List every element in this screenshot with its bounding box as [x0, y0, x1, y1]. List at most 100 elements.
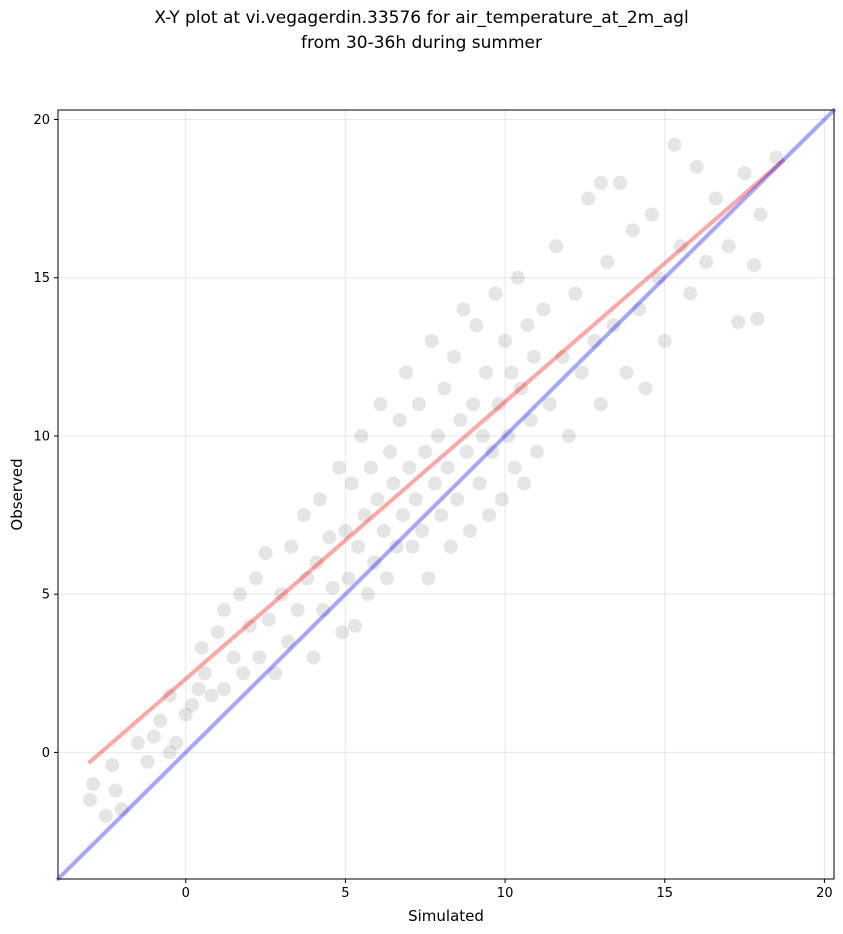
- data-point: [226, 650, 241, 665]
- data-point: [261, 612, 276, 627]
- data-point: [520, 318, 535, 333]
- data-point: [204, 688, 219, 703]
- data-point: [108, 783, 123, 798]
- data-point: [105, 758, 120, 773]
- data-point: [233, 587, 248, 602]
- data-point: [510, 270, 525, 285]
- data-point: [210, 625, 225, 640]
- grid-lines: [58, 110, 834, 879]
- data-point: [411, 397, 426, 412]
- data-point: [587, 334, 602, 349]
- data-point: [507, 460, 522, 475]
- data-point: [667, 137, 682, 152]
- data-point: [498, 334, 513, 349]
- data-point: [347, 618, 362, 633]
- data-point: [86, 777, 101, 792]
- reference-lines: [56, 108, 836, 881]
- data-point: [274, 587, 289, 602]
- data-point: [555, 349, 570, 364]
- data-point: [98, 808, 113, 823]
- data-point: [657, 334, 672, 349]
- data-point: [197, 666, 212, 681]
- data-point: [169, 735, 184, 750]
- data-point: [644, 207, 659, 222]
- data-point: [625, 223, 640, 238]
- data-point: [456, 302, 471, 317]
- data-point: [440, 460, 455, 475]
- data-point: [306, 650, 321, 665]
- data-point: [488, 286, 503, 301]
- data-point: [357, 508, 372, 523]
- data-point: [453, 413, 468, 428]
- data-point: [475, 428, 490, 443]
- data-point: [446, 349, 461, 364]
- x-tick-label: 20: [816, 886, 833, 901]
- data-point: [581, 191, 596, 206]
- data-point: [536, 302, 551, 317]
- data-point: [699, 254, 714, 269]
- data-point: [593, 397, 608, 412]
- x-tick-label: 15: [656, 886, 673, 901]
- data-point: [185, 697, 200, 712]
- data-point: [523, 413, 538, 428]
- data-point: [351, 539, 366, 554]
- data-point: [322, 530, 337, 545]
- data-point: [485, 444, 500, 459]
- data-point: [443, 539, 458, 554]
- data-point: [415, 523, 430, 538]
- data-point: [708, 191, 723, 206]
- data-point: [217, 603, 232, 618]
- data-point: [309, 555, 324, 570]
- data-point: [721, 239, 736, 254]
- data-point: [379, 571, 394, 586]
- data-point: [194, 640, 209, 655]
- data-point: [574, 365, 589, 380]
- chart-title: X-Y plot at vi.vegagerdin.33576 for air_…: [0, 6, 843, 56]
- x-tick-label: 10: [497, 886, 514, 901]
- data-point: [482, 508, 497, 523]
- data-point: [689, 159, 704, 174]
- data-point: [504, 365, 519, 380]
- data-point: [146, 729, 161, 744]
- data-point: [312, 492, 327, 507]
- data-point: [325, 580, 340, 595]
- data-point: [437, 381, 452, 396]
- data-point: [236, 666, 251, 681]
- data-point: [593, 175, 608, 190]
- data-point: [568, 286, 583, 301]
- data-point: [466, 397, 481, 412]
- data-point: [472, 476, 487, 491]
- data-point: [459, 444, 474, 459]
- identity-line: [56, 108, 836, 881]
- data-point: [434, 508, 449, 523]
- data-point: [280, 634, 295, 649]
- data-point: [517, 476, 532, 491]
- data-point: [383, 444, 398, 459]
- data-point: [450, 492, 465, 507]
- data-point: [683, 286, 698, 301]
- data-point: [418, 444, 433, 459]
- data-point: [494, 492, 509, 507]
- data-point: [386, 476, 401, 491]
- data-point: [290, 603, 305, 618]
- y-axis-label: Observed: [8, 458, 26, 530]
- data-point: [600, 254, 615, 269]
- x-tick-label: 0: [182, 886, 190, 901]
- regression-line: [87, 158, 785, 764]
- data-point: [354, 428, 369, 443]
- data-point: [82, 792, 97, 807]
- data-point: [114, 802, 129, 817]
- data-point: [248, 571, 263, 586]
- data-point: [632, 302, 647, 317]
- data-point: [373, 397, 388, 412]
- data-point: [344, 476, 359, 491]
- data-point: [431, 428, 446, 443]
- data-point: [526, 349, 541, 364]
- y-tick-label: 5: [42, 588, 50, 603]
- data-point: [613, 175, 628, 190]
- data-point: [673, 239, 688, 254]
- data-point: [242, 618, 257, 633]
- data-point: [341, 571, 356, 586]
- data-point: [501, 428, 516, 443]
- data-point: [130, 735, 145, 750]
